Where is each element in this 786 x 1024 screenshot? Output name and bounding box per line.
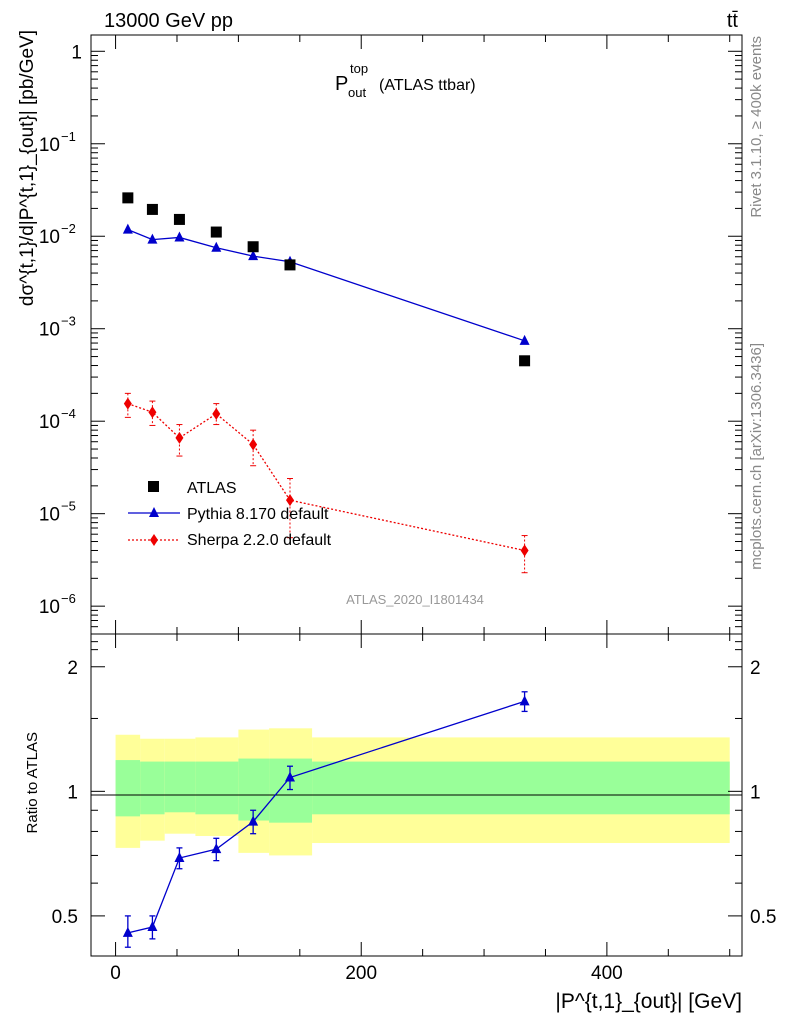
x-tick-label: 200 <box>345 963 377 984</box>
x-axis-label: |P^{t,1}_{out}| [GeV] <box>555 990 742 1013</box>
rivet-version-label: Rivet 3.1.10, ≥ 400k events <box>748 36 765 218</box>
main-y-tick-exponent: −4 <box>61 406 76 421</box>
legend: ATLAS Pythia 8.170 default Sherpa 2.2.0 … <box>128 480 332 549</box>
band-inner-3 <box>195 761 239 815</box>
ratio-y-tick-label-right: 1 <box>750 782 761 803</box>
band-inner-2 <box>164 761 196 813</box>
legend-sherpa-marker <box>150 534 158 546</box>
sherpa-point <box>212 407 221 420</box>
legend-pythia-marker <box>149 507 159 517</box>
sherpa-point <box>249 438 258 451</box>
pythia-point <box>122 223 133 234</box>
ratio-pythia-point <box>147 921 158 932</box>
band-inner-1 <box>140 761 165 815</box>
ratio-pythia-point <box>284 771 295 782</box>
legend-atlas-label: ATLAS <box>187 480 237 497</box>
band-inner-0 <box>115 760 141 817</box>
main-y-tick-exponent: −5 <box>61 499 76 514</box>
atlas-point <box>146 203 158 215</box>
x-tick-label: 0 <box>110 963 121 984</box>
main-y-tick-label: 10 <box>39 320 60 341</box>
ratio-y-tick-label: 2 <box>67 658 78 679</box>
pythia-point <box>147 233 158 244</box>
chart-marks <box>122 192 531 948</box>
mcplots-label: mcplots.cern.ch [arXiv:1306.3436] <box>748 343 765 570</box>
ratio-pythia-point <box>122 926 133 937</box>
pythia-point <box>174 231 185 242</box>
atlas-point <box>247 241 259 253</box>
sherpa-point <box>175 431 184 444</box>
atlas-point <box>173 213 185 225</box>
main-y-tick-label: 10 <box>39 597 60 618</box>
legend-sherpa-label: Sherpa 2.2.0 default <box>187 532 332 549</box>
sherpa-point <box>123 397 132 410</box>
sherpa-point <box>520 544 529 557</box>
band-inner-6 <box>312 761 730 815</box>
pythia-point <box>519 334 530 345</box>
main-y-tick-exponent: −1 <box>61 129 76 144</box>
plot-title-subscript: out <box>348 85 366 100</box>
process-label: tt̄ <box>727 10 739 32</box>
main-y-tick-exponent: −2 <box>61 221 76 236</box>
main-y-tick-label: 1 <box>71 42 82 63</box>
plot-title-main: P <box>335 73 348 95</box>
main-y-tick-exponent: −6 <box>61 591 76 606</box>
plot-title-rest: (ATLAS ttbar) <box>379 77 476 94</box>
main-y-tick-label: 10 <box>39 505 60 526</box>
analysis-id: ATLAS_2020_I1801434 <box>346 592 484 607</box>
ratio-y-tick-label-right: 2 <box>750 658 761 679</box>
pythia-point <box>211 241 222 252</box>
atlas-point <box>122 192 134 204</box>
legend-atlas-marker <box>148 481 159 492</box>
pythia-point <box>248 250 259 261</box>
ratio-pythia-point <box>519 695 530 706</box>
ratio-y-axis-label: Ratio to ATLAS <box>24 732 41 833</box>
sherpa-point <box>285 494 294 507</box>
ratio-y-tick-label: 1 <box>67 782 78 803</box>
ratio-y-tick-label: 0.5 <box>52 907 78 928</box>
main-y-axis-label: dσ^{t,1}/d|P^{t,1}_{out}| [pb/GeV] <box>17 30 38 306</box>
energy-label: 13000 GeV pp <box>104 10 233 32</box>
sherpa-point <box>148 406 157 419</box>
main-y-tick-label: 10 <box>39 135 60 156</box>
atlas-point <box>284 259 296 271</box>
atlas-point <box>519 355 531 367</box>
ratio-pythia-point <box>211 843 222 854</box>
main-y-tick-label: 10 <box>39 412 60 433</box>
sherpa-line <box>127 402 525 552</box>
axis-ticks: 10−610−510−410−310−210 −112 21 10.5 0.50 200 4… <box>39 35 776 984</box>
main-y-tick-exponent: −3 <box>61 314 76 329</box>
ratio-bands <box>115 728 730 856</box>
main-y-tick-label: 10 <box>39 227 60 248</box>
x-tick-label: 400 <box>591 963 623 984</box>
atlas-point <box>210 226 222 238</box>
plot-title-superscript: top <box>350 61 368 76</box>
ratio-pythia-point <box>174 852 185 863</box>
legend-pythia-label: Pythia 8.170 default <box>187 506 329 523</box>
ratio-pythia-point <box>248 815 259 826</box>
pythia-line <box>127 228 525 342</box>
ratio-y-tick-label-right: 0.5 <box>750 907 776 928</box>
